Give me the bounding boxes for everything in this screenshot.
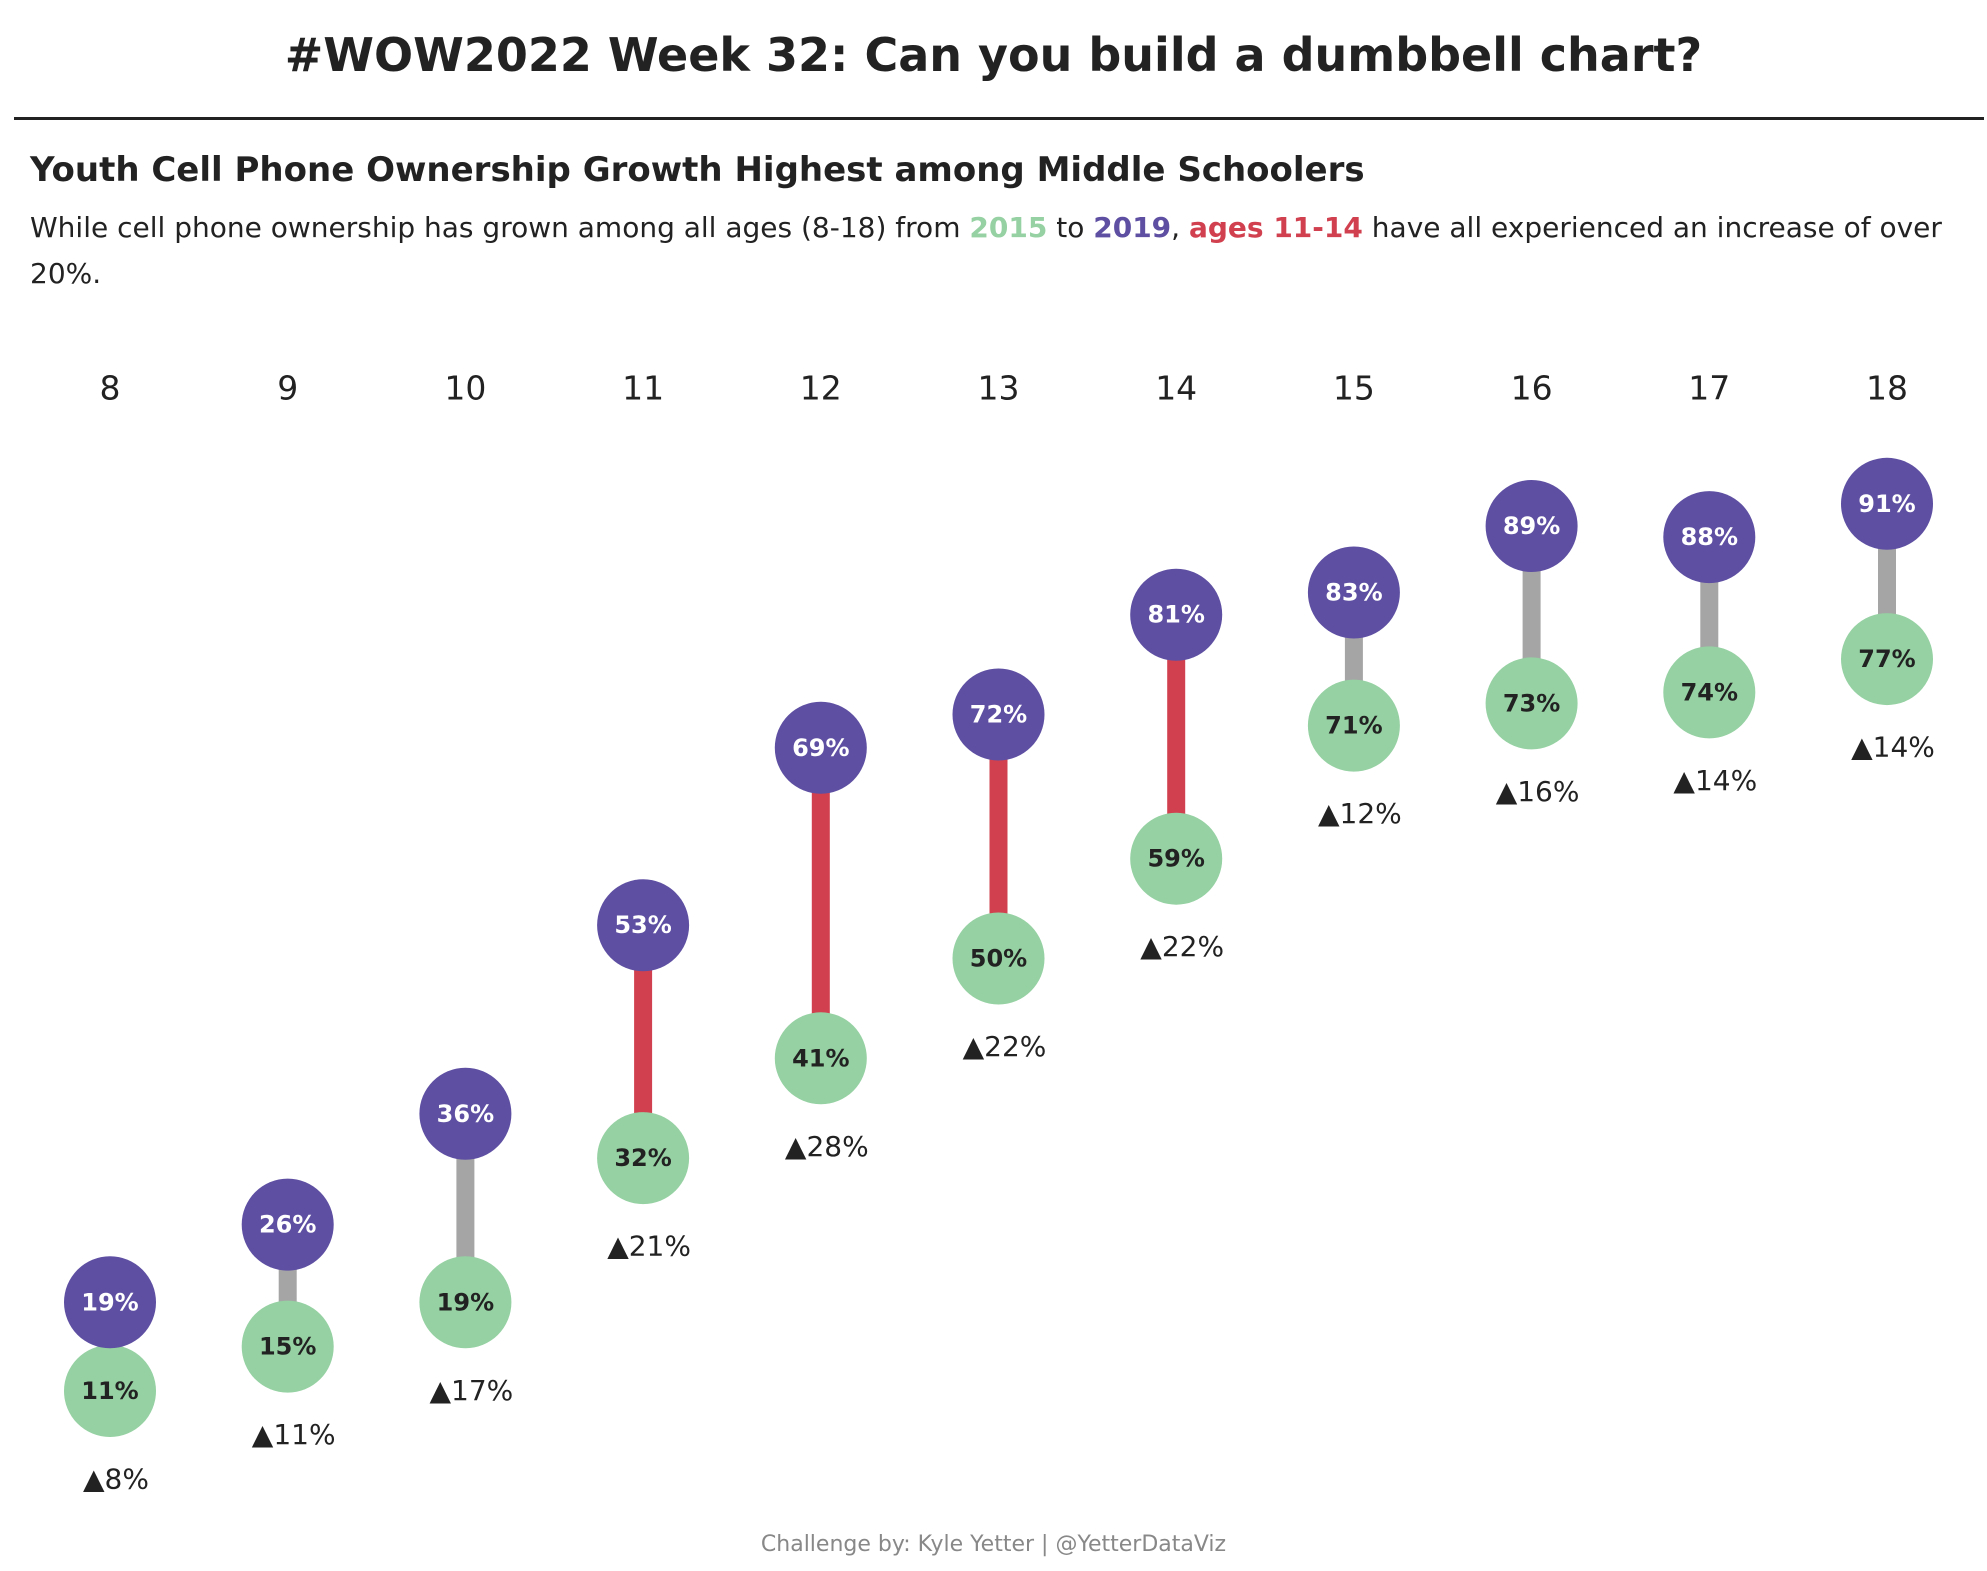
value-label: 50% [970,945,1027,973]
x-tick-label: 17 [1688,369,1730,408]
value-label: 19% [437,1288,494,1316]
x-tick-label: 12 [800,369,842,408]
legend-2015: 2015 [969,211,1048,244]
value-label: 53% [614,911,671,939]
value-label: 36% [437,1100,494,1128]
value-label: 59% [1147,845,1204,873]
value-label: 77% [1858,645,1915,673]
legend-2019: 2019 [1093,211,1172,244]
change-label: ▲14% [1673,764,1757,797]
change-label: ▲17% [430,1374,514,1407]
change-label: ▲21% [607,1230,691,1263]
title-rule [14,117,1984,120]
subtitle-highlight: ages 11-14 [1188,211,1363,244]
dot-2015 [1485,657,1578,750]
value-label: 71% [1325,712,1382,740]
change-label: ▲8% [83,1463,149,1496]
value-label: 19% [81,1288,138,1316]
change-label: ▲16% [1496,775,1580,808]
dot-2019 [774,701,867,794]
dot-2015 [419,1256,512,1349]
value-label: 15% [259,1333,316,1361]
dot-2015 [64,1345,156,1438]
x-tick-label: 18 [1866,369,1908,408]
x-tick-label: 16 [1511,369,1553,408]
dot-2015 [597,1112,690,1205]
change-label: ▲22% [1140,930,1224,963]
dot-2015 [774,1012,867,1105]
x-tick-label: 9 [277,369,298,408]
dot-2019 [1841,457,1933,550]
change-label: ▲22% [963,1030,1047,1063]
page-title: #WOW2022 Week 32: Can you build a dumbbe… [284,28,1703,82]
value-label: 83% [1325,579,1382,607]
dot-2015 [1130,812,1223,905]
subtitle-text: While cell phone ownership has grown amo… [30,211,970,244]
dot-2019 [952,668,1045,761]
value-label: 73% [1503,689,1560,717]
dot-2019 [419,1067,512,1160]
dot-2015 [241,1300,334,1393]
dot-2019 [1130,568,1223,661]
dot-2019 [241,1178,334,1271]
subtitle-text: , [1171,211,1189,244]
change-label: ▲12% [1318,797,1402,830]
x-tick-label: 11 [622,369,664,408]
subtitle-text: to [1047,211,1094,244]
x-tick-label: 8 [100,369,121,408]
dot-2019 [64,1256,156,1349]
subtitle-text: have all experienced an increase of over… [30,211,1942,290]
value-label: 69% [792,734,849,762]
chart-title: Youth Cell Phone Ownership Growth Highes… [30,150,1365,190]
x-tick-label: 14 [1155,369,1197,408]
change-label: ▲28% [785,1130,869,1163]
value-label: 26% [259,1211,316,1239]
dot-2019 [1663,491,1756,584]
x-tick-label: 13 [978,369,1020,408]
dot-2019 [597,879,690,972]
value-label: 88% [1681,523,1738,551]
value-label: 41% [792,1044,849,1072]
dot-2015 [952,912,1045,1005]
value-label: 32% [614,1144,671,1172]
value-label: 81% [1147,601,1204,629]
dot-2019 [1307,546,1400,639]
value-label: 74% [1681,678,1738,706]
dot-2019 [1485,479,1578,572]
change-label: ▲14% [1851,731,1935,764]
dot-2015 [1307,679,1400,772]
subtitle: While cell phone ownership has grown amo… [30,205,1960,297]
change-label: ▲11% [252,1418,336,1451]
x-tick-label: 10 [444,369,486,408]
value-label: 89% [1503,512,1560,540]
x-tick-label: 15 [1333,369,1375,408]
value-label: 72% [970,701,1027,729]
dot-2015 [1663,646,1756,739]
footer: Challenge by: Kyle Yetter | @YetterDataV… [760,1532,1227,1557]
dot-2015 [1841,613,1933,706]
value-label: 11% [81,1377,138,1405]
value-label: 91% [1858,490,1915,518]
